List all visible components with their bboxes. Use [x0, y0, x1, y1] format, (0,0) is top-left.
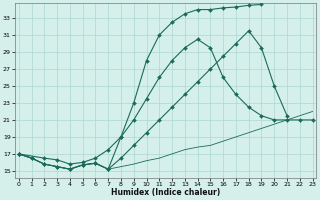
- X-axis label: Humidex (Indice chaleur): Humidex (Indice chaleur): [111, 188, 220, 197]
